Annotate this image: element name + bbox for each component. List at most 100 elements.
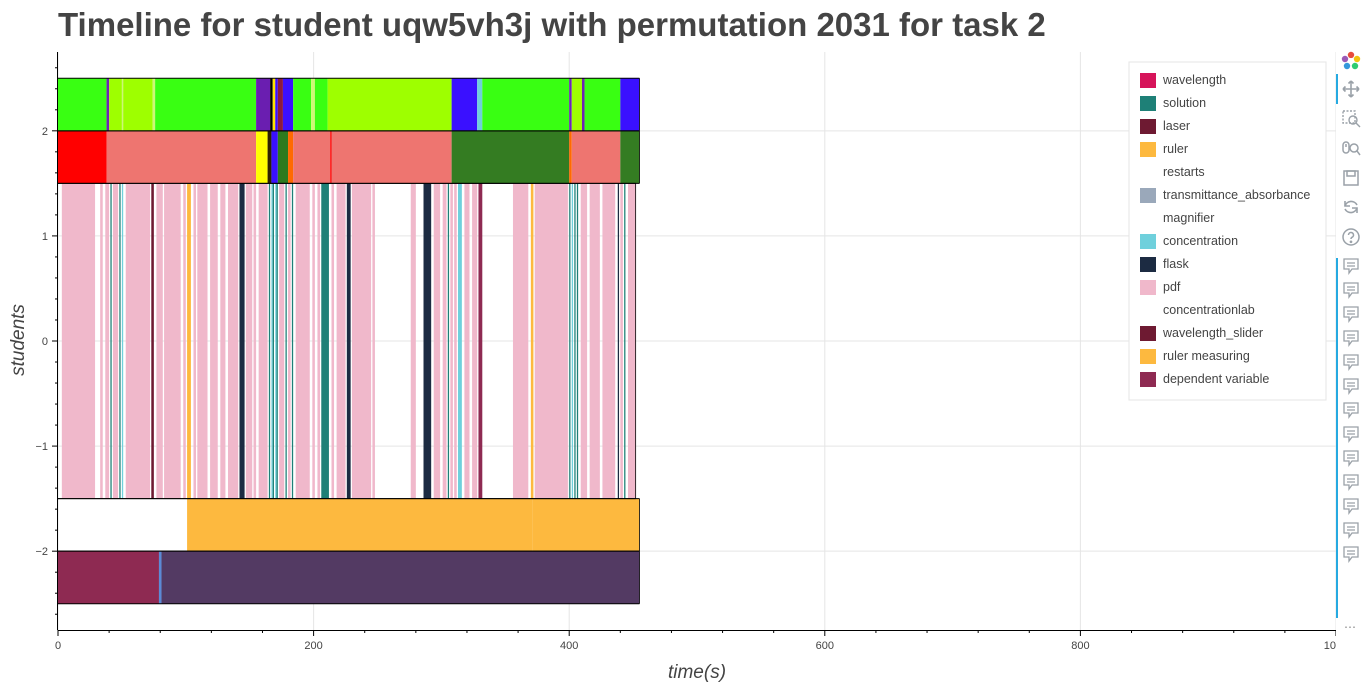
timeline-segment: [258, 183, 268, 499]
timeline-segment: [271, 130, 278, 184]
timeline-segment: [620, 183, 623, 499]
hover-tool-icon[interactable]: [1340, 255, 1362, 277]
timeline-segment: [109, 78, 122, 131]
hover-tool-icon[interactable]: [1340, 471, 1362, 493]
timeline-segment: [581, 78, 585, 131]
timeline-segments: [58, 78, 640, 604]
timeline-segment: [227, 183, 239, 499]
legend-label: laser: [1163, 119, 1190, 133]
timeline-segment: [576, 183, 579, 499]
legend-swatch: [1140, 372, 1156, 387]
timeline-segment: [447, 183, 450, 499]
legend-swatch: [1140, 280, 1156, 295]
legend-label: magnifier: [1163, 211, 1214, 225]
timeline-segment: [482, 78, 570, 131]
timeline-segment: [156, 183, 163, 499]
timeline-segment: [351, 183, 372, 499]
timeline-segment: [433, 183, 441, 499]
legend-label: pdf: [1163, 280, 1181, 294]
timeline-segment: [119, 183, 121, 499]
timeline-segment: [569, 130, 572, 184]
timeline-segment: [110, 183, 112, 499]
hover-tool-icon[interactable]: [1340, 423, 1362, 445]
timeline-segment: [291, 183, 294, 499]
hover-tool-icon[interactable]: [1340, 519, 1362, 541]
x-tick-label: 1000: [1324, 640, 1336, 652]
timeline-segment: [123, 78, 153, 131]
legend-swatch: [1140, 234, 1156, 249]
timeline-segment: [187, 498, 533, 552]
pan-tool-icon[interactable]: [1340, 78, 1362, 100]
timeline-segment: [245, 183, 253, 499]
timeline-segment: [624, 183, 626, 499]
more-tools-icon[interactable]: ⋯: [1344, 620, 1357, 634]
timeline-segment: [450, 183, 453, 499]
timeline-segment: [569, 183, 571, 499]
legend-label: wavelength: [1162, 73, 1226, 87]
hover-tool-icon[interactable]: [1340, 375, 1362, 397]
legend-item: wavelength_slider: [1140, 326, 1263, 341]
reset-tool-icon[interactable]: [1340, 196, 1362, 218]
timeline-segment: [571, 78, 582, 131]
legend-label: flask: [1163, 257, 1189, 271]
timeline-segment: [106, 78, 110, 131]
legend-item: transmittance_absorbance: [1140, 188, 1310, 203]
timeline-segment: [574, 183, 576, 499]
timeline-segment: [530, 183, 534, 499]
timeline-segment: [272, 78, 276, 131]
active-tool-indicator: [1336, 74, 1338, 104]
save-tool-icon[interactable]: [1340, 167, 1362, 189]
timeline-segment: [58, 78, 107, 131]
legend-item: flask: [1140, 257, 1189, 272]
legend-swatch: [1140, 349, 1156, 364]
timeline-segment: [589, 183, 600, 499]
timeline-segment: [105, 183, 110, 499]
legend-item: concentration: [1140, 234, 1238, 249]
timeline-segment: [151, 183, 154, 499]
box-zoom-tool-icon[interactable]: [1340, 108, 1362, 130]
timeline-segment: [534, 183, 568, 499]
timeline-segment: [272, 183, 274, 499]
timeline-segment: [239, 183, 245, 499]
timeline-segment: [410, 183, 416, 499]
hover-tool-icon[interactable]: [1340, 327, 1362, 349]
timeline-segment: [121, 78, 124, 131]
timeline-segment: [268, 183, 271, 499]
hover-tool-icon[interactable]: [1340, 303, 1362, 325]
timeline-segment: [256, 78, 271, 131]
legend-item: wavelength: [1140, 73, 1226, 88]
bokeh-logo-icon: [1340, 50, 1362, 72]
hover-tool-icon[interactable]: [1340, 279, 1362, 301]
timeline-segment: [161, 551, 640, 604]
hover-tool-icon[interactable]: [1340, 495, 1362, 517]
timeline-chart[interactable]: 0 200 400 600 800 1000 −2 −1 0 1 2 time(s) student…: [0, 0, 1336, 683]
legend-swatch: [1140, 257, 1156, 272]
x-axis-title: time(s): [668, 662, 726, 683]
timeline-segment: [155, 78, 257, 131]
timeline-segment: [477, 78, 483, 131]
hover-tool-icon[interactable]: [1340, 543, 1362, 565]
timeline-segment: [285, 183, 287, 499]
timeline-segment: [293, 130, 331, 184]
timeline-segment: [331, 183, 335, 499]
legend-item: dependent variable: [1140, 372, 1269, 387]
hover-tool-icon[interactable]: [1340, 399, 1362, 421]
chart-title: Timeline for student uqw5vh3j with permu…: [58, 6, 1046, 43]
hover-tool-icon[interactable]: [1340, 351, 1362, 373]
legend-swatch: [1140, 119, 1156, 134]
y-tick-label: −2: [35, 546, 48, 558]
y-tick-label: −1: [35, 441, 48, 453]
legend-item: ruler: [1140, 142, 1188, 157]
help-tool-icon[interactable]: [1340, 226, 1362, 248]
timeline-segment: [512, 183, 529, 499]
legend-item: concentrationlab: [1163, 303, 1255, 317]
legend-swatch: [1140, 326, 1156, 341]
wheel-zoom-tool-icon[interactable]: [1340, 137, 1362, 159]
hover-tool-icon[interactable]: [1340, 447, 1362, 469]
timeline-segment: [282, 78, 294, 131]
timeline-segment: [253, 183, 257, 499]
legend-swatch: [1140, 188, 1156, 203]
legend-label: ruler: [1163, 142, 1188, 156]
timeline-segment: [627, 183, 636, 499]
timeline-segment: [454, 183, 457, 499]
